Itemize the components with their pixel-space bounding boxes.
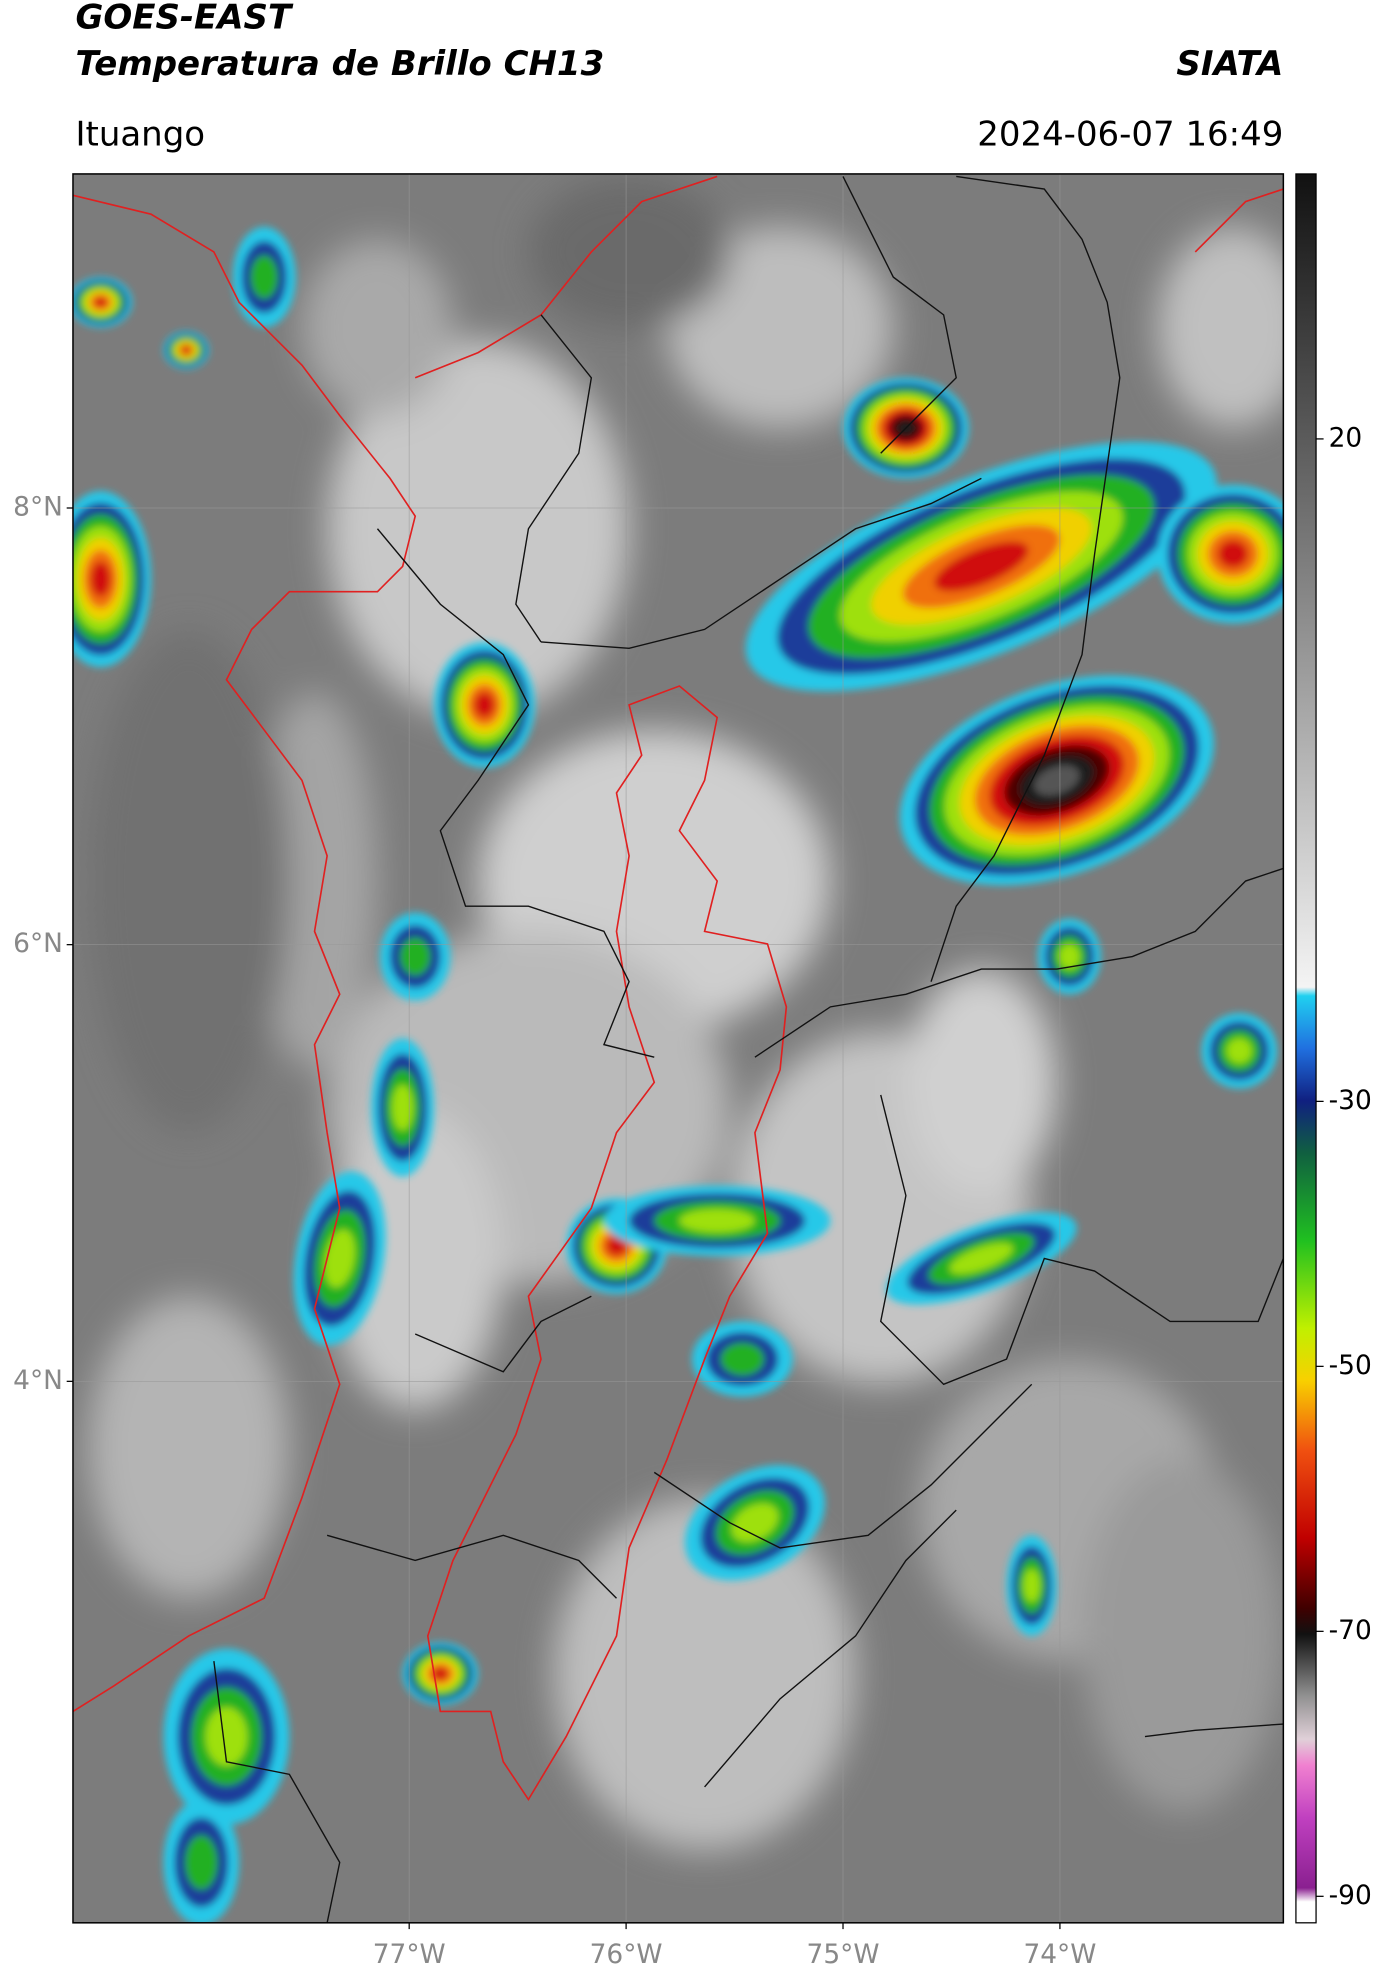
cloud — [88, 1296, 290, 1599]
storm-cell — [606, 1236, 627, 1256]
x-tick-label: 74°W — [1023, 1939, 1096, 1970]
source: SIATA — [1176, 44, 1283, 84]
colorbar-tick-label: -30 — [1329, 1085, 1372, 1116]
storm-cell — [731, 1503, 779, 1542]
storm-cell — [1226, 1038, 1252, 1064]
colorbar-tick-label: -50 — [1329, 1350, 1372, 1381]
colorbar-ticks: 20 -30 -50 -70 -90 — [1316, 422, 1372, 1911]
cloud — [905, 969, 1057, 1196]
grid — [72, 173, 1284, 1923]
y-tick-label: 4°N — [13, 1365, 63, 1396]
storm-cell — [720, 1342, 764, 1376]
black-borders — [213, 175, 1284, 1923]
storm-cell — [94, 297, 107, 308]
map-frame — [72, 173, 1285, 1924]
axes: 77°W 76°W 75°W 74°W 8°N 6°N 4°N — [13, 491, 1096, 1970]
colorbar-tick-label: 20 — [1329, 422, 1363, 453]
cloud — [528, 176, 730, 328]
storm-cell — [1023, 1568, 1041, 1603]
storm-cell — [90, 561, 111, 597]
storm-cell — [250, 255, 278, 299]
storm-cell — [1034, 765, 1080, 796]
cloud — [301, 239, 453, 416]
storm-cell — [181, 346, 191, 354]
storm-cell — [324, 1229, 356, 1288]
x-tick-label: 75°W — [807, 1939, 880, 1970]
cloud — [1157, 226, 1284, 429]
cloud — [1082, 1459, 1284, 1813]
x-tick-label: 77°W — [373, 1939, 446, 1970]
x-tick-label: 76°W — [590, 1939, 663, 1970]
storm-field — [72, 226, 1284, 1923]
storm-cell — [474, 692, 495, 718]
red-borders — [72, 175, 1284, 1802]
storm-cell — [1217, 540, 1249, 568]
location: Ituango — [75, 115, 205, 155]
storm-cell — [205, 1707, 248, 1766]
storm-cell — [679, 1209, 755, 1233]
storm-cell — [934, 541, 1029, 592]
colorbar — [1295, 173, 1317, 1924]
storm-cell — [185, 1835, 218, 1890]
cloud — [88, 629, 290, 1133]
y-tick-label: 6°N — [13, 928, 63, 959]
storm-cell — [400, 937, 431, 976]
datetime: 2024-06-07 16:49 — [977, 115, 1283, 155]
storm-cell — [392, 1084, 414, 1131]
title: GOES-EAST — [75, 0, 293, 38]
y-tick-label: 8°N — [13, 491, 63, 522]
colorbar-tick-label: -70 — [1329, 1615, 1372, 1646]
cloud — [553, 1497, 856, 1850]
cloud — [327, 340, 630, 718]
map — [72, 173, 1284, 1923]
storm-cell — [949, 1243, 1014, 1274]
storm-cell — [1058, 943, 1080, 970]
storm-cell — [432, 1667, 448, 1680]
colorbar-tick-label: -90 — [1329, 1880, 1372, 1911]
subtitle: Temperatura de Brillo CH13 — [75, 44, 604, 84]
cloud — [251, 692, 378, 1070]
